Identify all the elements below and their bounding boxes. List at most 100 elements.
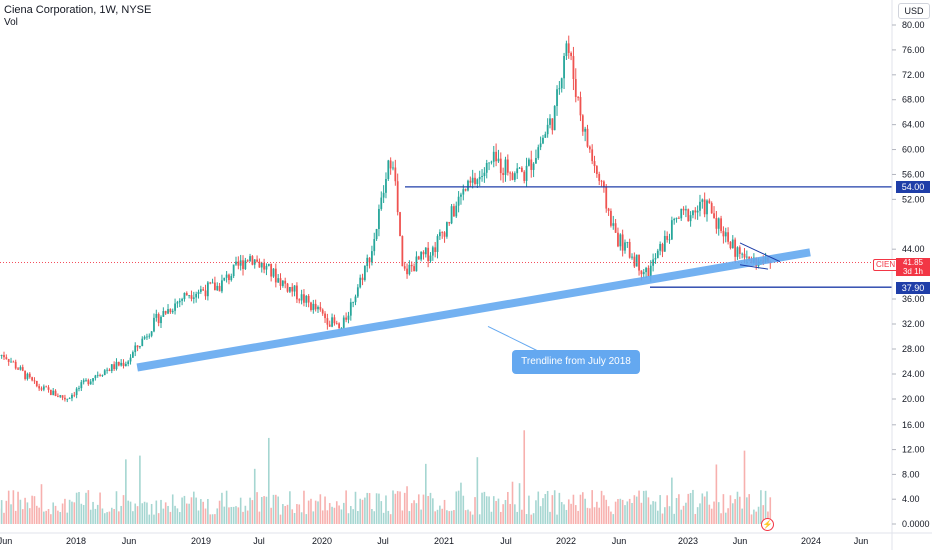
candle-body (710, 203, 713, 214)
candle-body (696, 210, 699, 213)
time-tick-label: Jun (0, 536, 12, 546)
candle-body (5, 357, 8, 360)
candle-body (267, 263, 270, 266)
volume-bar (239, 497, 242, 524)
candle-body (474, 177, 476, 184)
volume-bar (328, 503, 331, 524)
volume-bar (703, 496, 706, 524)
time-tick-label: 2022 (556, 536, 576, 546)
candle-body (127, 361, 130, 364)
candle-body (228, 274, 230, 281)
volume-bar (321, 510, 324, 524)
volume-bar (499, 511, 502, 524)
volume-bar (66, 512, 69, 524)
volume-bar (73, 502, 76, 524)
lightning-icon[interactable]: ⚡ (761, 518, 774, 531)
volume-label: Vol (4, 17, 18, 28)
candle-body (577, 96, 580, 98)
wedge-bottom-line[interactable] (739, 264, 769, 270)
candle-body (699, 201, 701, 211)
volume-bar (645, 490, 647, 524)
candle-body (171, 310, 174, 313)
volume-bar (103, 513, 106, 524)
candle-body (155, 314, 158, 318)
candle-body (213, 282, 216, 291)
candle-body (272, 268, 275, 277)
volume-bar (626, 501, 629, 524)
volume-bar (150, 503, 153, 524)
volume-bar (598, 507, 601, 524)
volume-bar (661, 513, 664, 524)
volume-bar (642, 490, 645, 524)
volume-bar (715, 464, 718, 524)
price-tick-label: 28.00 (902, 344, 925, 354)
volume-bar (87, 490, 90, 524)
volume-bar (94, 508, 97, 524)
candle-body (485, 163, 488, 173)
volume-bar (518, 483, 521, 524)
volume-bar (340, 509, 343, 524)
candle-body (45, 386, 48, 388)
candle-body (610, 210, 612, 226)
candle-body (389, 160, 392, 169)
candle-body (387, 160, 390, 179)
candle-body (567, 43, 570, 53)
volume-bar (127, 500, 129, 524)
volume-bar (607, 506, 610, 524)
price-tick-label: 8.00 (902, 469, 920, 479)
volume-bar (373, 511, 376, 524)
candle-body (537, 147, 540, 159)
candle-body (239, 260, 242, 266)
volume-bar (120, 505, 122, 524)
candle-body (738, 247, 741, 254)
currency-button[interactable]: USD (898, 3, 930, 19)
candle-body (71, 394, 73, 399)
time-tick-label: Jul (500, 536, 512, 546)
candle-body (675, 217, 678, 219)
volume-bar (631, 502, 633, 524)
candle-body (713, 213, 715, 219)
candle-body (734, 239, 737, 257)
volume-bar (19, 499, 22, 524)
volume-bar (155, 500, 158, 524)
candle-body (12, 361, 15, 363)
volume-bar (731, 503, 734, 524)
volume-bar (52, 502, 55, 524)
volume-bar (272, 494, 275, 524)
candle-body (488, 162, 490, 164)
volume-bar (633, 495, 636, 524)
volume-bar (31, 495, 33, 524)
volume-bar (481, 492, 483, 524)
price-tick-label: 4.00 (902, 494, 920, 504)
volume-bar (556, 514, 558, 524)
symbol-tag: CIEN (873, 259, 899, 271)
volume-bar (448, 511, 451, 524)
volume-bar (579, 494, 582, 524)
trendline-from-july-2018[interactable] (136, 248, 811, 372)
price-tick-label: 0.0000 (902, 519, 930, 529)
volume-bar (110, 507, 113, 524)
wedge-top-line[interactable] (739, 242, 781, 263)
volume-bar (17, 491, 19, 524)
candle-body (288, 286, 291, 292)
candle-body (54, 390, 57, 396)
price-tick-label: 80.00 (902, 20, 925, 30)
price-tick-label: 20.00 (902, 394, 925, 404)
candle-body (244, 260, 247, 270)
volume-bar (696, 507, 699, 524)
volume-bar (455, 491, 458, 524)
candle-body (352, 302, 355, 303)
candle-body (497, 158, 500, 162)
candle-body (281, 280, 284, 286)
candle-body (78, 388, 80, 389)
candle-body (310, 302, 312, 310)
candle-body (197, 291, 200, 294)
candle-body (80, 382, 83, 389)
candle-body (640, 270, 643, 275)
trendline-annotation[interactable]: Trendline from July 2018 (512, 350, 640, 374)
candle-body (300, 294, 303, 301)
volume-bar (385, 495, 387, 524)
candle-body (347, 315, 350, 320)
candle-body (342, 317, 345, 328)
